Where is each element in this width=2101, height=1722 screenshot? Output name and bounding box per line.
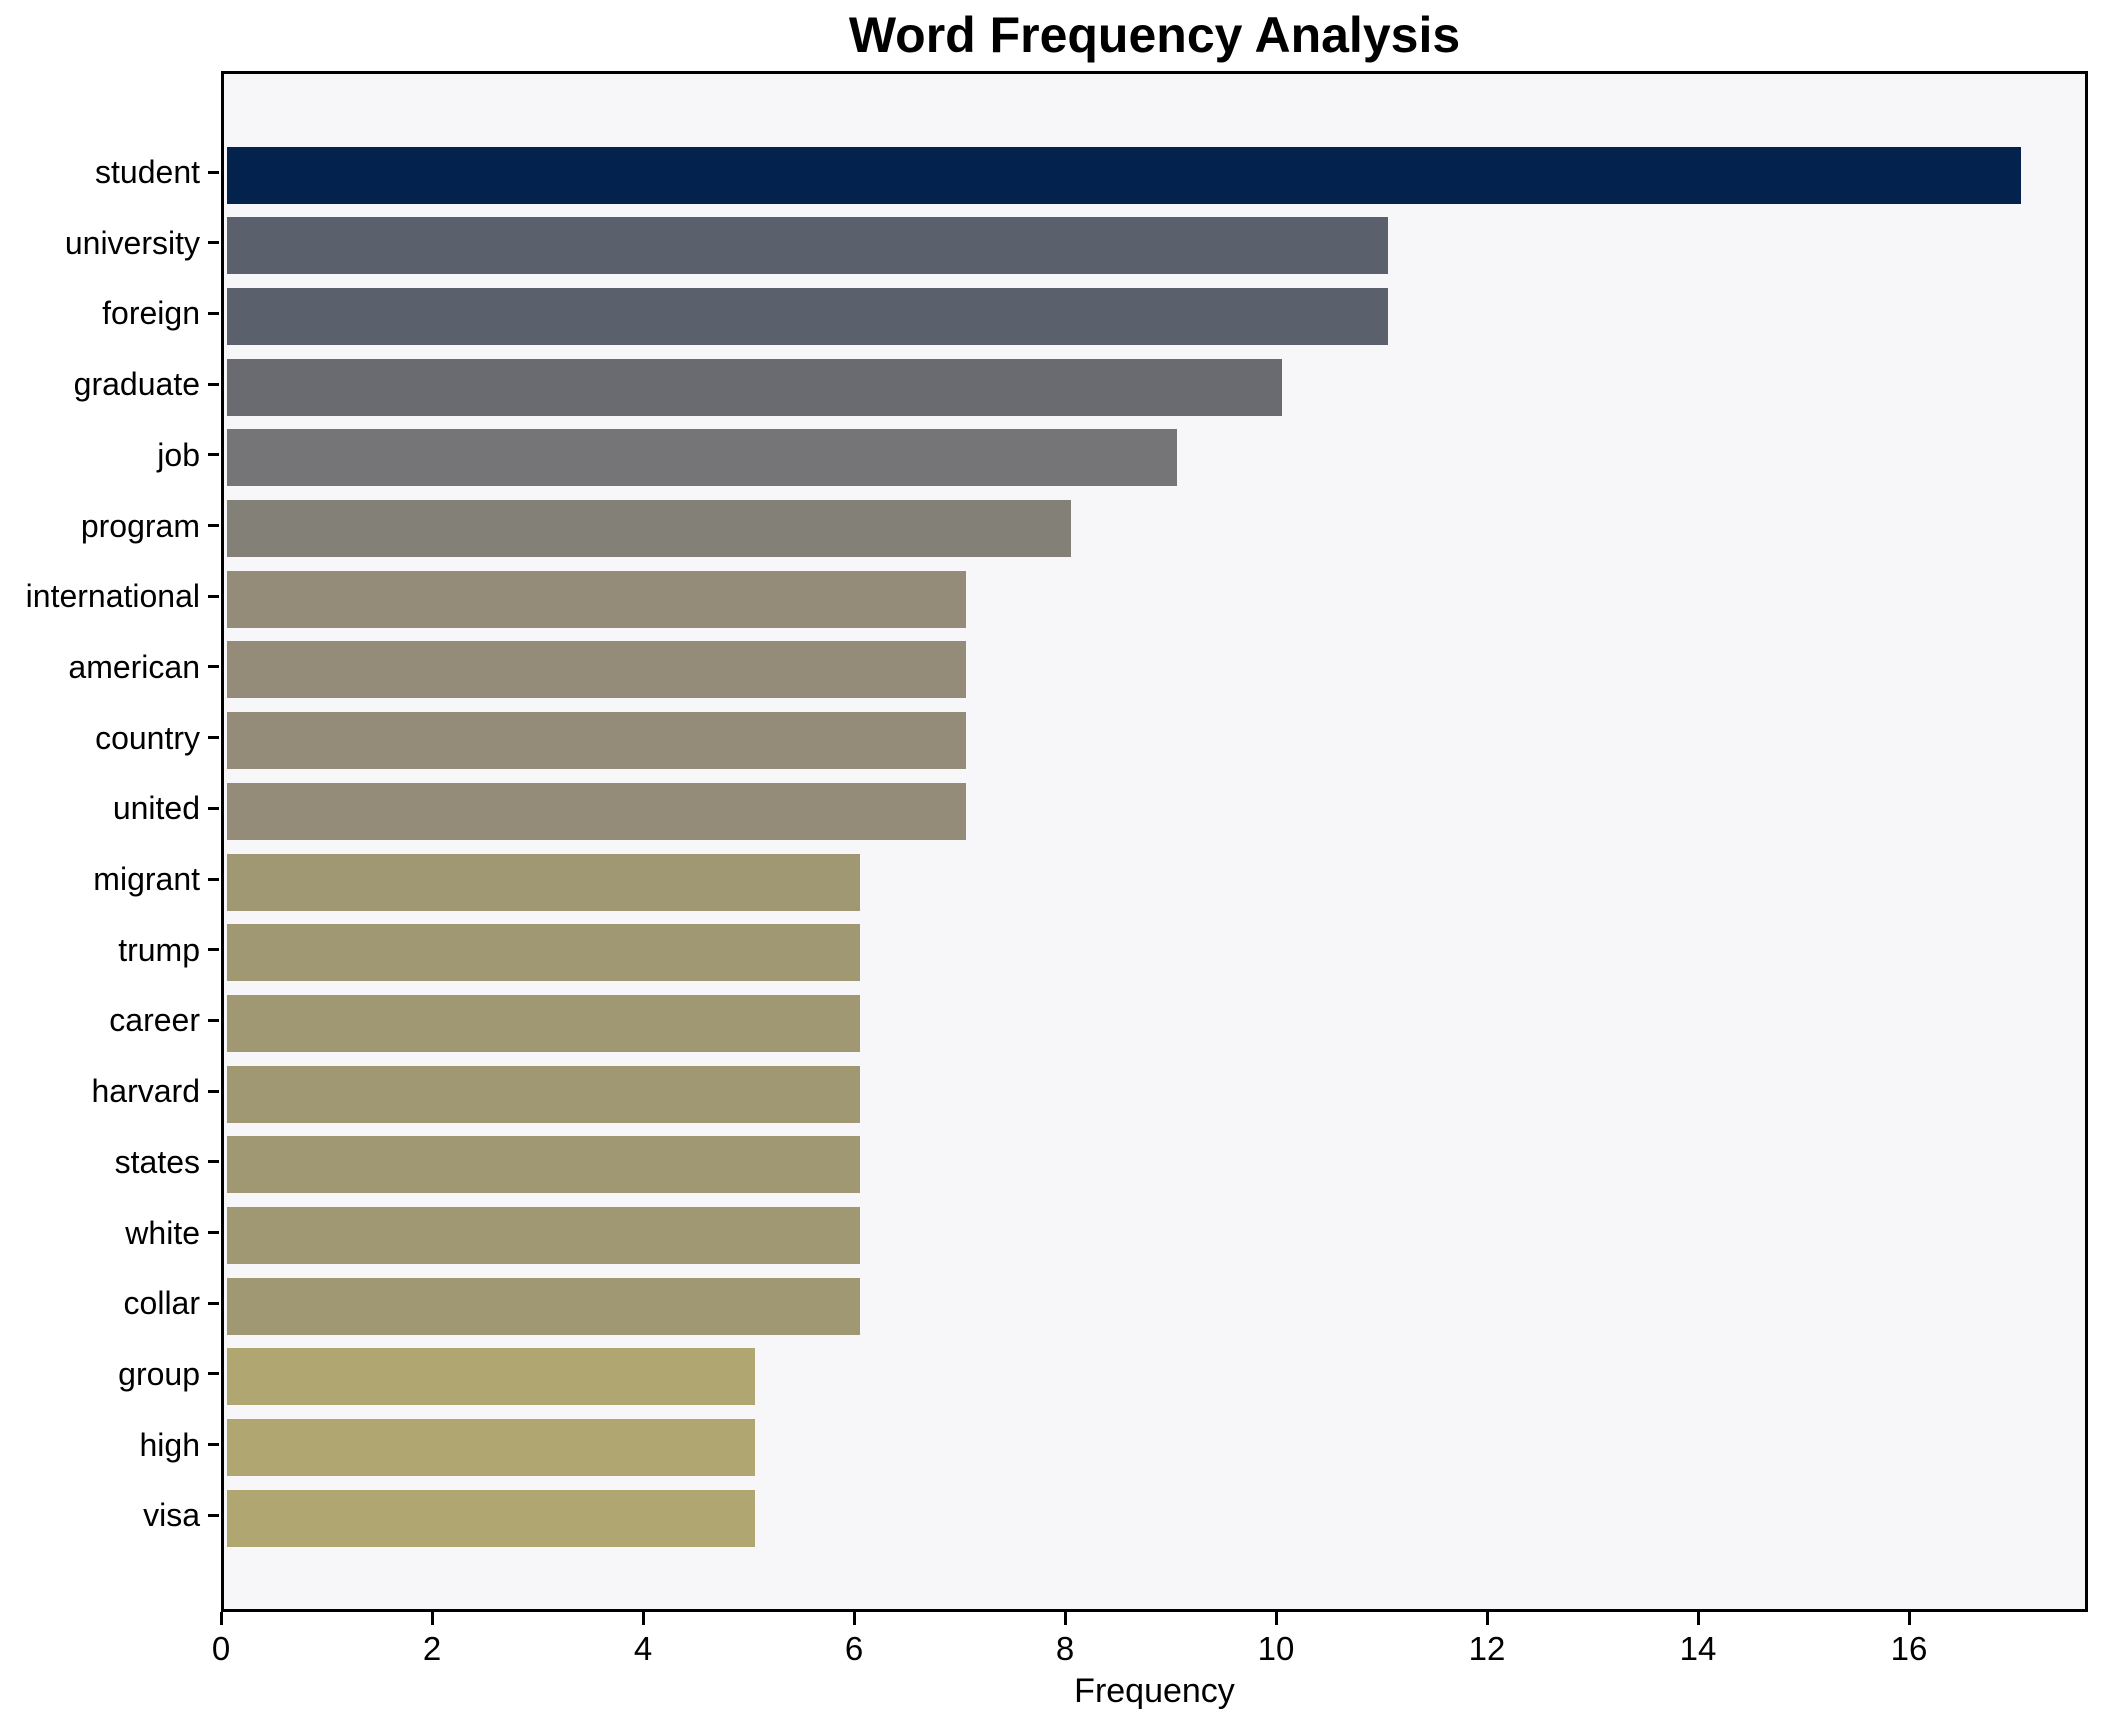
y-tick-mark (208, 1372, 219, 1376)
y-tick-label-group: group (118, 1355, 200, 1392)
x-tick-label-6: 6 (844, 1630, 864, 1667)
bar-university (227, 217, 1388, 275)
y-tick-mark (208, 1301, 219, 1305)
bar-country (227, 712, 966, 770)
y-tick-label-university: university (64, 224, 200, 261)
bar-american (227, 641, 966, 699)
y-tick-mark (208, 311, 219, 315)
y-tick-mark (208, 948, 219, 952)
bar-white (227, 1207, 860, 1264)
chart-title: Word Frequency Analysis (848, 7, 1461, 63)
y-tick-label-career: career (109, 1002, 200, 1039)
x-axis-label: Frequency (1074, 1672, 1235, 1710)
y-tick-label-job: job (157, 436, 200, 473)
y-tick-label-high: high (139, 1426, 201, 1463)
bar-student (227, 146, 2021, 204)
plot-area (221, 71, 2088, 1612)
y-tick-mark (208, 736, 219, 740)
y-tick-label-harvard: harvard (91, 1073, 201, 1110)
x-tick-label-16: 16 (1890, 1630, 1928, 1667)
y-tick-mark (208, 877, 219, 881)
y-tick-mark (208, 382, 219, 386)
y-tick-label-program: program (80, 507, 200, 544)
y-tick-label-migrant: migrant (93, 861, 200, 897)
y-tick-mark (208, 1513, 219, 1517)
x-tick-label-12: 12 (1468, 1630, 1506, 1667)
y-tick-mark (208, 1089, 219, 1093)
y-tick-mark (208, 594, 219, 598)
x-tick-mark (1696, 1612, 1700, 1625)
x-tick-mark (852, 1612, 856, 1625)
bar-states (227, 1136, 860, 1194)
y-tick-label-graduate: graduate (73, 366, 200, 403)
y-tick-mark (208, 453, 219, 457)
y-tick-mark (208, 1160, 219, 1164)
y-tick-label-trump: trump (118, 931, 200, 968)
x-tick-mark (1485, 1612, 1489, 1625)
y-tick-label-country: country (95, 719, 200, 756)
y-tick-mark (208, 665, 219, 669)
y-tick-label-foreign: foreign (102, 295, 200, 332)
y-tick-mark (208, 1443, 219, 1447)
x-tick-label-14: 14 (1679, 1630, 1717, 1667)
x-tick-mark (219, 1612, 223, 1625)
bar-trump (227, 924, 860, 982)
x-tick-label-8: 8 (1055, 1630, 1075, 1667)
x-tick-label-0: 0 (211, 1630, 231, 1667)
bar-program (227, 500, 1071, 557)
y-tick-label-visa: visa (143, 1497, 200, 1534)
y-tick-mark (208, 524, 219, 527)
y-tick-label-international: international (25, 578, 200, 615)
bar-graduate (227, 358, 1282, 416)
x-tick-label-2: 2 (422, 1630, 442, 1667)
bar-foreign (227, 287, 1388, 345)
bar-united (227, 782, 966, 840)
bar-international (227, 570, 966, 628)
bar-group (227, 1348, 755, 1406)
y-tick-label-student: student (95, 154, 200, 190)
x-tick-mark (1907, 1612, 1911, 1625)
y-tick-label-collar: collar (123, 1285, 200, 1322)
x-tick-mark (430, 1612, 434, 1625)
y-tick-label-american: american (68, 648, 200, 685)
y-tick-mark (208, 806, 219, 810)
bar-career (227, 994, 860, 1052)
x-tick-label-4: 4 (633, 1630, 653, 1667)
bar-migrant (227, 853, 860, 911)
y-tick-label-white: white (125, 1214, 200, 1251)
y-tick-mark (208, 1231, 219, 1234)
x-tick-mark (641, 1612, 645, 1625)
y-tick-label-states: states (114, 1143, 200, 1180)
y-tick-mark (208, 1018, 219, 1022)
x-tick-label-10: 10 (1257, 1630, 1295, 1667)
y-tick-mark (208, 170, 219, 174)
bar-harvard (227, 1065, 860, 1123)
y-tick-label-united: united (112, 790, 200, 827)
bar-high (227, 1419, 755, 1477)
bar-job (227, 429, 1177, 487)
bar-visa (227, 1489, 755, 1547)
x-tick-mark (1063, 1612, 1067, 1625)
y-tick-mark (208, 241, 219, 245)
x-tick-mark (1274, 1612, 1278, 1625)
bar-collar (227, 1277, 860, 1335)
